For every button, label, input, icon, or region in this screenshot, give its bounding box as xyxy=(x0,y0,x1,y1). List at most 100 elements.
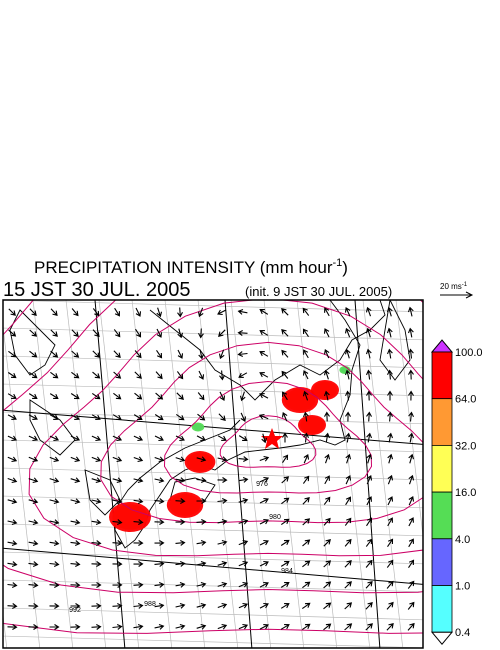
wind-arrow xyxy=(323,539,331,547)
wind-arrow xyxy=(259,372,269,378)
colorbar-label: 64.0 xyxy=(455,394,476,406)
isobar-label: 976 xyxy=(256,481,268,488)
wind-arrow xyxy=(387,538,394,548)
wind-arrow xyxy=(323,517,331,526)
wind-arrow xyxy=(50,329,58,337)
wind-arrow xyxy=(345,474,352,485)
wind-arrow xyxy=(70,498,81,505)
wind-arrow xyxy=(49,582,60,588)
wind-arrow xyxy=(408,453,415,464)
wind-arrow xyxy=(112,414,122,420)
wind-arrow xyxy=(156,328,163,338)
wind-arrow xyxy=(70,540,81,547)
isobar xyxy=(28,300,423,557)
wind-arrow xyxy=(238,518,249,525)
graticule xyxy=(3,523,423,537)
wind-arrow xyxy=(28,561,39,568)
wind-arrow xyxy=(387,411,393,422)
wind-arrow xyxy=(259,602,269,609)
graticule xyxy=(3,411,423,425)
wind-arrow xyxy=(28,624,39,630)
wind-arrow xyxy=(112,435,123,442)
wind-arrow xyxy=(50,371,59,379)
wind-arrow xyxy=(301,623,311,631)
wind-arrow xyxy=(49,477,60,484)
wind-arrow xyxy=(156,307,163,318)
wind-arrow xyxy=(134,392,143,400)
wind-arrow xyxy=(387,453,394,464)
scale-sup: -1 xyxy=(462,282,468,288)
wind-arrow xyxy=(365,348,372,359)
wind-arrow xyxy=(259,497,269,504)
precip-cell xyxy=(109,502,151,532)
wind-arrow xyxy=(407,580,415,589)
wind-arrow xyxy=(28,414,38,420)
wind-arrow xyxy=(196,435,206,442)
wind-arrow xyxy=(112,456,123,463)
wind-arrow xyxy=(198,328,204,339)
wind-arrow xyxy=(29,329,38,337)
colorbar-segment xyxy=(431,398,453,446)
wind-arrow xyxy=(323,623,332,631)
wind-arrow xyxy=(259,560,269,567)
wind-arrow xyxy=(7,372,17,379)
wind-arrow xyxy=(112,540,123,546)
init-label: (init. 9 JST 30 JUL. 2005) xyxy=(245,284,392,299)
colorbar-under xyxy=(430,631,454,645)
wind-arrow xyxy=(112,519,123,526)
wind-arrow xyxy=(280,582,290,588)
colorbar-label: 4.0 xyxy=(455,534,470,546)
wind-arrow xyxy=(133,435,144,442)
precip-cell xyxy=(166,492,204,518)
wind-arrow xyxy=(323,390,330,401)
wind-arrow xyxy=(365,623,373,631)
wind-arrow xyxy=(302,496,310,505)
wind-arrow xyxy=(112,624,123,630)
wind-arrow xyxy=(345,411,351,422)
wind-arrow xyxy=(387,369,393,380)
wind-arrow xyxy=(323,369,330,380)
wind-arrow xyxy=(387,432,394,443)
wind-arrow xyxy=(8,350,17,358)
scale-arrow xyxy=(440,291,474,299)
isobar xyxy=(163,380,373,494)
wind-arrow xyxy=(91,498,102,505)
coastline xyxy=(379,300,411,381)
wind-arrow xyxy=(386,327,393,338)
graticule xyxy=(3,467,423,481)
wind-arrow xyxy=(154,623,165,630)
wind-arrow xyxy=(301,602,311,610)
wind-arrow xyxy=(408,517,414,527)
colorbar-segment xyxy=(431,491,453,540)
wind-arrow xyxy=(112,561,123,567)
graticule xyxy=(32,300,74,648)
grid-major xyxy=(3,409,423,445)
wind-arrow xyxy=(7,498,18,505)
wind-arrow xyxy=(408,390,414,401)
wind-arrow xyxy=(176,371,184,380)
wind-arrow xyxy=(70,582,81,588)
wind-arrow xyxy=(133,414,143,420)
colorbar-label: 16.0 xyxy=(455,487,476,499)
wind-arrow xyxy=(239,391,246,402)
wind-arrow xyxy=(196,498,207,504)
wind-arrow xyxy=(238,476,249,483)
grid-major xyxy=(94,300,126,648)
wind-arrow xyxy=(302,328,309,338)
wind-arrow xyxy=(259,351,269,357)
wind-arrow xyxy=(134,371,142,379)
wind-arrow xyxy=(366,432,373,443)
wind-arrow xyxy=(365,580,373,589)
graticule xyxy=(3,495,423,509)
wind-arrow xyxy=(135,307,142,317)
wind-arrow xyxy=(281,308,289,316)
title-sup: -1 xyxy=(332,257,342,269)
wind-arrow xyxy=(345,432,352,443)
wind-arrow xyxy=(238,372,248,378)
wind-arrow xyxy=(196,623,207,630)
wind-arrow xyxy=(323,328,330,338)
wind-arrow xyxy=(259,581,269,588)
wind-arrow xyxy=(237,351,248,357)
wind-arrow xyxy=(91,624,102,630)
